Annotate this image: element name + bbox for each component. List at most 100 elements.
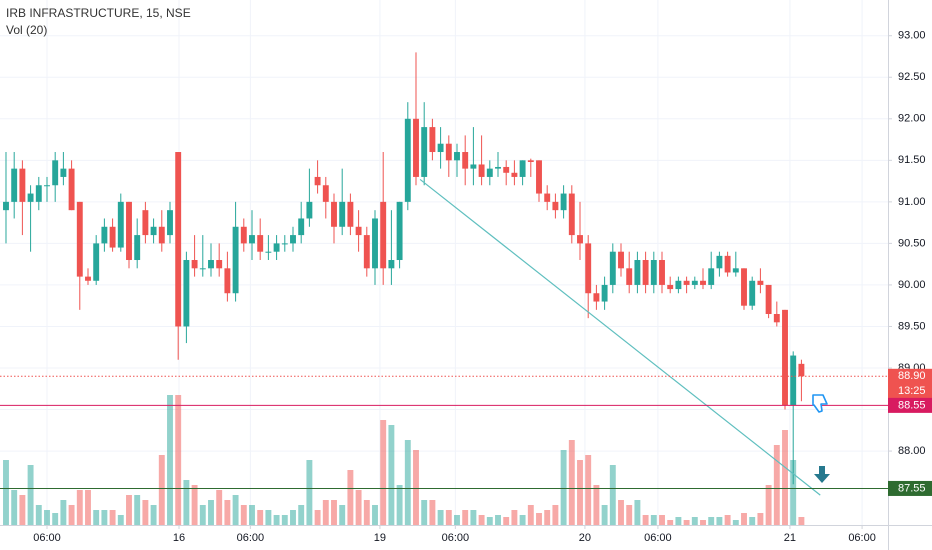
candle-body bbox=[281, 243, 288, 245]
candle-body bbox=[347, 201, 354, 227]
volume-bar bbox=[109, 510, 116, 525]
candle-body bbox=[44, 185, 50, 187]
volume-bar bbox=[257, 510, 264, 525]
candle-body bbox=[437, 143, 444, 153]
candle-body bbox=[486, 168, 493, 177]
volume-bar bbox=[650, 515, 657, 525]
candle-body bbox=[191, 260, 198, 269]
legend-title: IRB INFRASTRUCTURE, 15, NSE bbox=[6, 6, 191, 20]
candle-body bbox=[462, 152, 469, 169]
volume-bar bbox=[642, 515, 649, 525]
volume-bar bbox=[544, 510, 551, 525]
candle-body bbox=[396, 201, 403, 261]
volume-bar bbox=[199, 505, 206, 525]
volume-bar bbox=[724, 515, 731, 525]
volume-bar bbox=[27, 465, 34, 525]
price-label-bg bbox=[888, 480, 932, 496]
volume-bar bbox=[363, 500, 370, 525]
volume-bar bbox=[52, 513, 59, 525]
volume-bar bbox=[618, 500, 624, 525]
volume-bar bbox=[281, 515, 288, 525]
volume-bar bbox=[68, 505, 75, 525]
candle-body bbox=[552, 201, 559, 211]
candle-body bbox=[35, 185, 42, 202]
volume-bar bbox=[134, 495, 141, 525]
candle-body bbox=[790, 355, 797, 406]
candle-body bbox=[363, 235, 370, 269]
candle-body bbox=[158, 226, 165, 244]
candle-body bbox=[19, 168, 26, 202]
volume-bar bbox=[421, 500, 428, 525]
volume-bar bbox=[445, 510, 452, 525]
candle-body bbox=[478, 164, 485, 177]
candle-body bbox=[650, 260, 657, 285]
candle-body bbox=[199, 268, 206, 270]
volume-bar bbox=[503, 517, 510, 525]
y-tick-label: 92.50 bbox=[898, 71, 926, 83]
candle-body bbox=[380, 201, 387, 269]
candle-body bbox=[642, 260, 649, 285]
candle-body bbox=[232, 226, 239, 294]
legend-volume: Vol (20) bbox=[6, 23, 47, 37]
candle-body bbox=[126, 201, 132, 261]
x-tick-label: 06:00 bbox=[644, 532, 672, 544]
volume-bar bbox=[675, 517, 682, 525]
volume-bar bbox=[380, 420, 387, 525]
volume-bar bbox=[158, 455, 165, 525]
volume-bar bbox=[765, 485, 772, 525]
arrow-down-icon[interactable] bbox=[814, 466, 830, 483]
candle-body bbox=[68, 168, 75, 211]
candle-body bbox=[609, 251, 616, 285]
candle-body bbox=[150, 226, 157, 236]
volume-bar bbox=[782, 430, 788, 525]
y-tick-label: 93.00 bbox=[898, 30, 926, 42]
volume-bar bbox=[790, 460, 797, 525]
volume-bar bbox=[167, 395, 173, 525]
candle-body bbox=[659, 260, 665, 285]
volume-bar bbox=[355, 490, 362, 525]
volume-bar bbox=[347, 470, 354, 525]
candle-body bbox=[314, 176, 321, 186]
volume-bar bbox=[175, 395, 182, 525]
volume-bar bbox=[511, 510, 518, 525]
candle-body bbox=[306, 201, 313, 219]
volume-bar bbox=[478, 515, 485, 525]
volume-bar bbox=[585, 455, 592, 525]
x-tick-label: 21 bbox=[784, 532, 796, 544]
candle-body bbox=[60, 168, 67, 177]
thumbs-down-icon[interactable] bbox=[812, 394, 828, 413]
volume-bar bbox=[560, 450, 567, 525]
candle-body bbox=[454, 152, 460, 161]
candle-body bbox=[667, 284, 674, 290]
candle-body bbox=[519, 160, 526, 177]
price-label-bg bbox=[888, 397, 932, 413]
candle-body bbox=[568, 193, 575, 236]
volume-bar bbox=[331, 500, 337, 525]
y-tick-label: 88.00 bbox=[898, 445, 926, 457]
volume-bar bbox=[150, 505, 157, 525]
volume-bar bbox=[322, 500, 329, 525]
candle-body bbox=[76, 201, 83, 277]
candle-body bbox=[388, 260, 395, 269]
candle-body bbox=[331, 201, 337, 227]
volume-bar bbox=[35, 505, 42, 525]
volume-bar bbox=[527, 505, 534, 525]
candle-body bbox=[175, 152, 182, 327]
candle-body bbox=[683, 280, 690, 285]
volume-bar bbox=[265, 510, 272, 525]
volume-bar bbox=[519, 515, 526, 525]
volume-bar bbox=[609, 465, 616, 525]
volume-bar bbox=[101, 510, 108, 525]
candle-body bbox=[773, 314, 780, 323]
candle-body bbox=[544, 193, 551, 202]
candle-body bbox=[208, 260, 214, 269]
volume-bar bbox=[216, 490, 223, 525]
volume-bar bbox=[659, 515, 665, 525]
candle-body bbox=[298, 218, 305, 236]
volume-bar bbox=[60, 500, 67, 525]
volume-bar bbox=[314, 510, 321, 525]
candle-body bbox=[142, 210, 149, 236]
candle-body bbox=[52, 160, 59, 186]
candle-body bbox=[85, 276, 91, 281]
